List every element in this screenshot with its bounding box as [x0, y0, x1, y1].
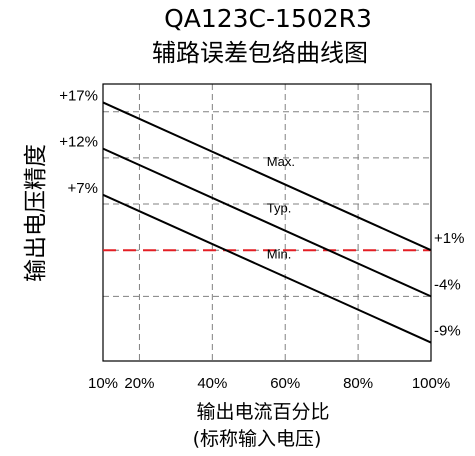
series-line [102, 147, 432, 298]
series-end-label: -4% [434, 276, 461, 293]
x-tick-labels: 10% 20% 40% 60% 80% 100% [88, 375, 450, 392]
series-start-label: +12% [59, 134, 98, 151]
series-name-label: Min. [267, 246, 292, 261]
x-tick-label: 60% [270, 375, 300, 392]
chart-subtitle: 辅路误差包络曲线图 [152, 39, 368, 67]
series-name-label: Typ. [267, 200, 292, 215]
x-tick-label: 20% [124, 375, 154, 392]
series-end-label: -9% [434, 323, 461, 340]
end-value-labels: +1% -4% -9% [434, 230, 464, 339]
x-tick-label: 80% [343, 375, 373, 392]
series-line [102, 101, 432, 252]
series-start-label: +7% [68, 180, 98, 197]
start-value-labels: +17% +12% +7% [59, 87, 98, 196]
series-name-labels: Max. Typ. Min. [267, 154, 295, 261]
grid [103, 84, 431, 361]
plot-frame [102, 83, 432, 362]
x-tick-label: 40% [197, 375, 227, 392]
x-axis-note: (标称输入电压) [193, 428, 322, 450]
series-name-label: Max. [267, 154, 295, 169]
series-start-label: +17% [59, 87, 98, 104]
plot-area [102, 83, 432, 362]
x-tick-label: 10% [88, 375, 118, 392]
series-line [102, 193, 432, 344]
y-axis-label: 输出电压精度 [23, 144, 49, 282]
series-end-label: +1% [434, 230, 464, 247]
chart-title: QA123C-1502R3 [164, 4, 372, 33]
x-tick-label: 100% [412, 375, 450, 392]
series-group [102, 101, 432, 344]
x-axis-label: 输出电流百分比 [196, 401, 329, 423]
